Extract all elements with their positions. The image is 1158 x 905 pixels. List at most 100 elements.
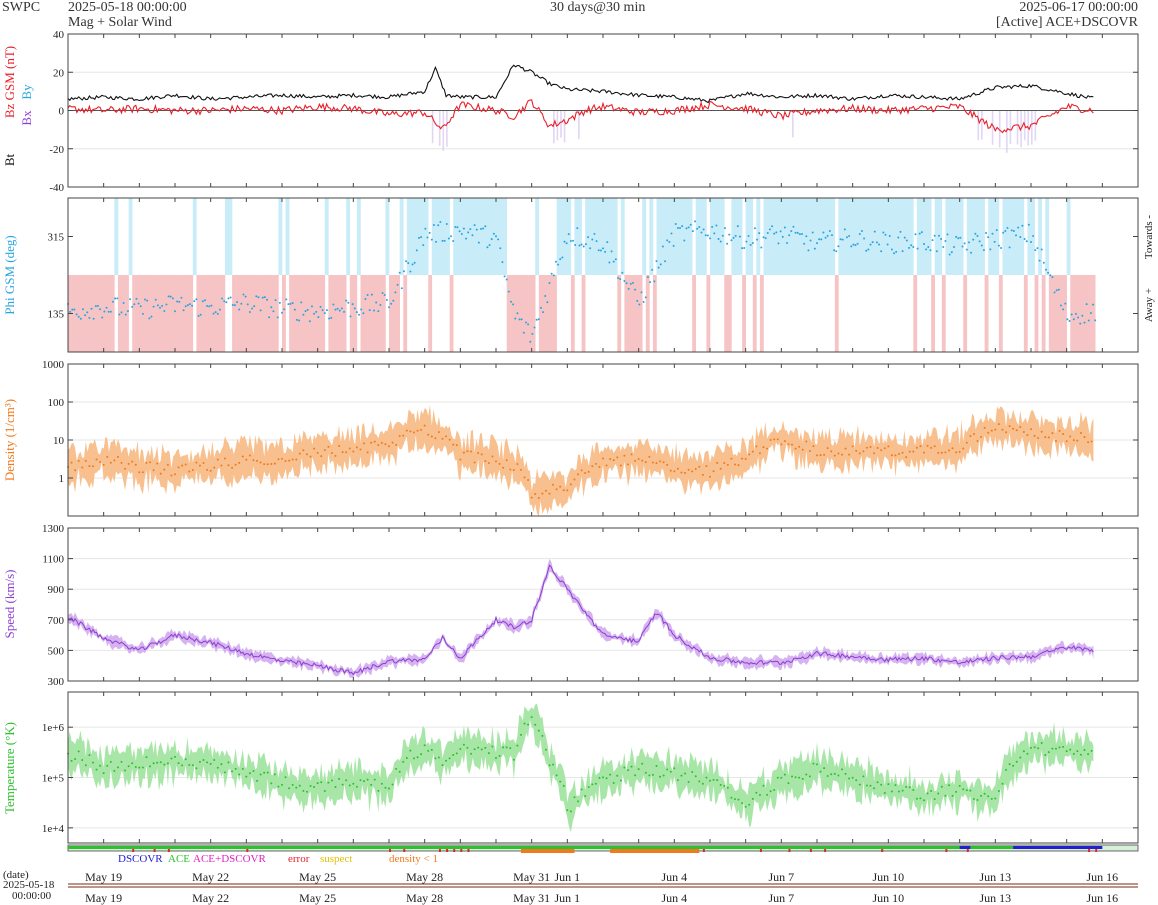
- away-sector-fill: [1041, 275, 1046, 352]
- phi-point: [492, 232, 495, 235]
- away-sector-fill: [310, 275, 315, 352]
- density-point: [348, 447, 351, 450]
- temp-point: [273, 773, 276, 776]
- phi-point: [1057, 288, 1060, 291]
- away-sector-fill: [528, 275, 532, 352]
- phi-point: [84, 314, 87, 317]
- phi-point: [967, 241, 970, 244]
- toward-sector-fill: [920, 198, 925, 275]
- phi-point: [188, 303, 191, 306]
- density-point: [605, 464, 608, 467]
- subtitle-label: Mag + Solar Wind: [68, 15, 172, 30]
- phi-point: [621, 271, 624, 274]
- phi-point: [616, 276, 619, 279]
- phi-point: [578, 244, 581, 247]
- phi-point: [903, 236, 906, 239]
- density-point: [270, 463, 273, 466]
- density-point: [266, 463, 269, 466]
- temp-point: [541, 734, 544, 737]
- density-point: [1051, 432, 1054, 435]
- temp-point: [1005, 768, 1008, 771]
- toward-sector-fill: [460, 198, 465, 275]
- away-sector-fill: [167, 275, 172, 352]
- phi-point: [203, 299, 206, 302]
- phi-point: [323, 312, 326, 315]
- phi-point: [1051, 276, 1054, 279]
- phi-point: [884, 233, 887, 236]
- phi-point: [670, 232, 673, 235]
- phi-point: [878, 243, 881, 246]
- temp-point: [534, 723, 537, 726]
- phi-point: [749, 243, 752, 246]
- phi-point: [899, 230, 902, 233]
- phi-point: [619, 278, 622, 281]
- toward-sector-fill: [410, 198, 415, 275]
- phi-point: [1015, 234, 1018, 237]
- density-point: [509, 468, 512, 471]
- density-point: [81, 466, 84, 469]
- phi-point: [210, 304, 213, 307]
- bz-south-fill: [981, 110, 983, 140]
- temp-point: [848, 777, 851, 780]
- error-marker: [403, 849, 406, 852]
- density-point: [245, 458, 248, 461]
- density-point: [505, 459, 508, 462]
- density-range-fill: [68, 404, 1094, 516]
- phi-point: [86, 311, 89, 314]
- away-sector-fill: [160, 275, 165, 352]
- phi-point: [764, 237, 767, 240]
- density-point: [990, 429, 993, 432]
- toward-sector-fill: [695, 198, 700, 275]
- away-sector-fill: [314, 275, 318, 352]
- temp-point: [416, 756, 419, 759]
- legend-dscovr: DSCOVR: [118, 853, 163, 865]
- temp-point: [1083, 749, 1086, 752]
- density-point: [109, 461, 112, 464]
- phi-point: [987, 236, 990, 239]
- temp-point: [969, 789, 972, 792]
- phi-point: [139, 305, 142, 308]
- toward-sector-fill: [128, 198, 133, 275]
- density-point: [345, 451, 348, 454]
- away-sector-fill: [524, 275, 529, 352]
- phi-point: [92, 317, 95, 320]
- temp-point: [195, 767, 198, 770]
- density-point: [480, 453, 483, 456]
- density-point: [862, 450, 865, 453]
- temp-point: [256, 779, 259, 782]
- density-axis-label: Density (1/cm³): [2, 399, 17, 481]
- temp-point: [352, 782, 355, 785]
- toward-sector-fill: [192, 198, 197, 275]
- phi-point: [649, 281, 652, 284]
- density-point: [591, 465, 594, 468]
- temp-point: [630, 765, 633, 768]
- phi-point: [178, 300, 181, 303]
- phi-point: [351, 303, 354, 306]
- density-point: [726, 463, 729, 466]
- temp-point: [819, 770, 822, 773]
- density-point: [1044, 436, 1047, 439]
- density-point: [933, 445, 936, 448]
- phi-point: [1064, 302, 1067, 305]
- phi-point: [1042, 261, 1045, 264]
- away-sector-fill: [1077, 275, 1082, 352]
- phi-point: [552, 274, 555, 277]
- temp-point: [562, 784, 565, 787]
- phi-point: [195, 298, 198, 301]
- error-marker: [702, 849, 705, 852]
- toward-sector-fill: [874, 198, 878, 275]
- legend-both: ACE+DSCOVR: [193, 853, 266, 865]
- phi-point: [811, 231, 814, 234]
- density-point: [388, 445, 390, 448]
- temp-point: [202, 758, 205, 761]
- phi-point: [443, 239, 446, 242]
- away-sector-fill: [232, 275, 236, 352]
- away-sector-fill: [752, 275, 757, 352]
- phi-point: [328, 317, 331, 320]
- toward-sector-fill: [435, 198, 440, 275]
- density-point: [648, 455, 651, 458]
- away-sector-fill: [510, 275, 515, 352]
- away-sector-fill: [1091, 275, 1096, 352]
- toward-sector-fill: [713, 198, 718, 275]
- phi-point: [1017, 226, 1020, 229]
